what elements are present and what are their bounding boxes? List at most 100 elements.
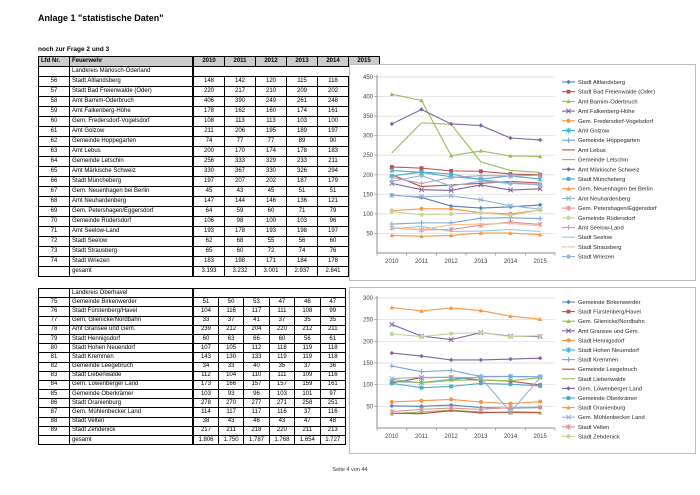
cell-value: 46 [243, 416, 270, 427]
legend-item: Amt Lebus [562, 148, 606, 154]
svg-text:Stadt Hohen Neuendorf: Stadt Hohen Neuendorf [578, 348, 639, 354]
cell-lfdnr: 79 [38, 333, 70, 345]
legend-item: Gemeinde Letschin [562, 158, 628, 164]
cell-feuerwehr: Stadt Hennigsdorf [69, 333, 194, 345]
cell-value: 37 [294, 407, 321, 418]
cell-value: 37 [268, 315, 296, 326]
cell-value: 104 [191, 306, 219, 317]
legend-item: Stadt Fürstenberg/Havel [562, 310, 641, 316]
cell-value: 193 [192, 226, 225, 237]
svg-text:400: 400 [363, 95, 374, 101]
cell-feuerwehr: Stadt Seelow [69, 236, 194, 247]
cell-value: 195 [255, 126, 287, 137]
cell-value: 108 [294, 306, 321, 317]
cell-feuerwehr: Stadt Strausberg [69, 246, 194, 257]
cell-value: 71 [286, 206, 318, 217]
table-row: 85 Gemeinde Oberkrämer 103 93 96 103 101 97 [38, 389, 347, 400]
cell-lfdnr: 72 [38, 236, 70, 247]
svg-text:Amt Gransee und Gem.: Amt Gransee und Gem. [578, 329, 640, 335]
svg-text:2010: 2010 [385, 434, 399, 440]
series-line [389, 397, 543, 406]
cell-value: 178 [286, 146, 318, 157]
cell-value: 118 [319, 343, 347, 354]
cell-value: 108 [192, 116, 225, 127]
cell-lfdnr: 74 [38, 256, 70, 267]
svg-text:Gem. Mühlenbecker Land: Gem. Mühlenbecker Land [578, 415, 645, 421]
svg-text:Amt Golzow: Amt Golzow [578, 129, 610, 135]
svg-text:Stadt Zehdenick: Stadt Zehdenick [578, 434, 620, 440]
cell-value: 112 [191, 370, 219, 381]
cell-lfdnr: 71 [38, 226, 70, 237]
cell-value: 147 [192, 196, 225, 207]
series-line [391, 410, 541, 415]
svg-text:200: 200 [363, 339, 374, 345]
cell-value: 144 [224, 196, 256, 207]
cell-feuerwehr: Amt Gransee und Gem. [69, 324, 194, 335]
table-row: 87 Gem. Mühlenbecker Land 114 117 117 116 37 11… [38, 407, 347, 418]
cell-value: 109 [294, 370, 321, 381]
cell-value: 43 [217, 416, 245, 427]
cell-feuerwehr: Amt Falkenberg-Höhe [69, 106, 194, 117]
table-row: 76 Stadt Fürstenberg/Havel 104 116 117 111 108… [38, 306, 347, 317]
cell-value: 333 [224, 156, 256, 167]
cell-value: 62 [192, 236, 225, 247]
cell-value: 197 [317, 226, 349, 237]
cell-lfdnr: 70 [38, 216, 70, 227]
cell-value: 38 [191, 416, 219, 427]
total-label: gesamt [69, 434, 194, 446]
cell-feuerwehr: Stadt Fürstenberg/Havel [69, 306, 194, 317]
cell-feuerwehr: Gemeinde Hoppegarten [69, 136, 194, 147]
cell-feuerwehr: Gem. Löwenberger Land [69, 379, 194, 391]
legend-item: Gemeinde Hoppegarten [562, 137, 640, 144]
cell-value: 97 [319, 389, 347, 400]
legend-item: Gemeinde Birkenwerder [562, 299, 641, 306]
cell-empty [38, 266, 70, 277]
svg-text:Stadt Velten: Stadt Velten [578, 425, 609, 431]
cell-value: 100 [255, 216, 287, 227]
section-label: noch zur Frage 2 und 3 [38, 46, 110, 53]
cell-lfdnr: 56 [38, 76, 70, 87]
cell-value: 217 [224, 86, 256, 97]
svg-text:50: 50 [366, 231, 373, 237]
series-line [389, 192, 543, 211]
cell-value: 220 [268, 425, 296, 437]
cell-feuerwehr: Gem. Mühlenbecker Land [69, 407, 194, 418]
svg-text:250: 250 [363, 318, 374, 324]
cell-lfdnr: 76 [38, 306, 70, 317]
cell-total-value: 1.750 [217, 434, 245, 446]
legend-item: Stadt Velten [562, 424, 609, 431]
column-header-year: 2010 [192, 56, 225, 67]
series-line [389, 92, 543, 159]
cell-value: 197 [192, 176, 225, 187]
cell-value: 248 [317, 96, 349, 107]
cell-value: 65 [192, 246, 225, 257]
series-line [389, 173, 543, 189]
cell-value: 60 [224, 246, 256, 257]
svg-text:Gemeinde Oberkrämer: Gemeinde Oberkrämer [578, 396, 637, 402]
cell-value: 99 [319, 306, 347, 317]
cell-value: 107 [191, 343, 219, 354]
series-line [389, 363, 543, 380]
legend-item: Gemeinde Leegebruch [562, 367, 637, 373]
svg-text:Gemeinde Letschin: Gemeinde Letschin [578, 158, 628, 164]
cell-value: 211 [319, 324, 347, 335]
legend-item: Amt Neuhardenberg [562, 195, 630, 202]
cell-value: 103 [286, 116, 318, 127]
group-label-row: Landkreis Märkisch-Oderland [38, 66, 380, 77]
legend: Gemeinde Birkenwerder Stadt Fürstenberg/H… [562, 299, 645, 440]
cell-value: 43 [224, 186, 256, 197]
cell-value: 101 [294, 389, 321, 400]
table-row: 78 Amt Gransee und Gem. 239 212 204 220 212 211 [38, 324, 347, 335]
svg-text:Gemeinde Hoppegarten: Gemeinde Hoppegarten [578, 138, 640, 144]
svg-text:Amt Barnim-Oderbruch: Amt Barnim-Oderbruch [578, 99, 638, 105]
cell-value: 60 [255, 206, 287, 217]
cell-value: 60 [191, 333, 219, 345]
cell-value: 35 [294, 315, 321, 326]
cell-feuerwehr: Gemeinde Rüdersdorf [69, 216, 194, 227]
